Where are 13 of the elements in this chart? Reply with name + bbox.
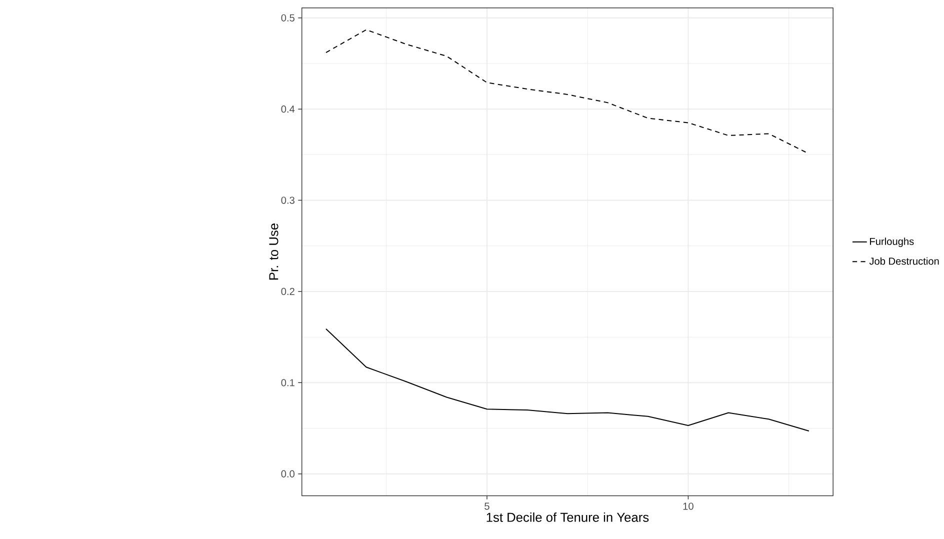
y-tick-label: 0.1 — [281, 379, 294, 386]
y-tick-label: 0.4 — [281, 106, 295, 113]
legend-label: Furloughs — [870, 238, 914, 248]
line-series — [325, 328, 810, 432]
y-tick-label: 0.3 — [281, 196, 294, 204]
x-tick-label: 5 — [484, 502, 490, 510]
y-tick-label: 0.5 — [281, 14, 294, 22]
y-tick-label: 0.0 — [281, 470, 295, 478]
x-tick-label: 10 — [683, 502, 694, 510]
x-axis-title: 1st Decile of Tenure in Years — [486, 512, 649, 522]
y-axis-title: Pr. to Use — [269, 224, 278, 280]
legend-label: Job Destruction — [869, 258, 939, 265]
y-tick-label: 0.2 — [281, 288, 294, 296]
